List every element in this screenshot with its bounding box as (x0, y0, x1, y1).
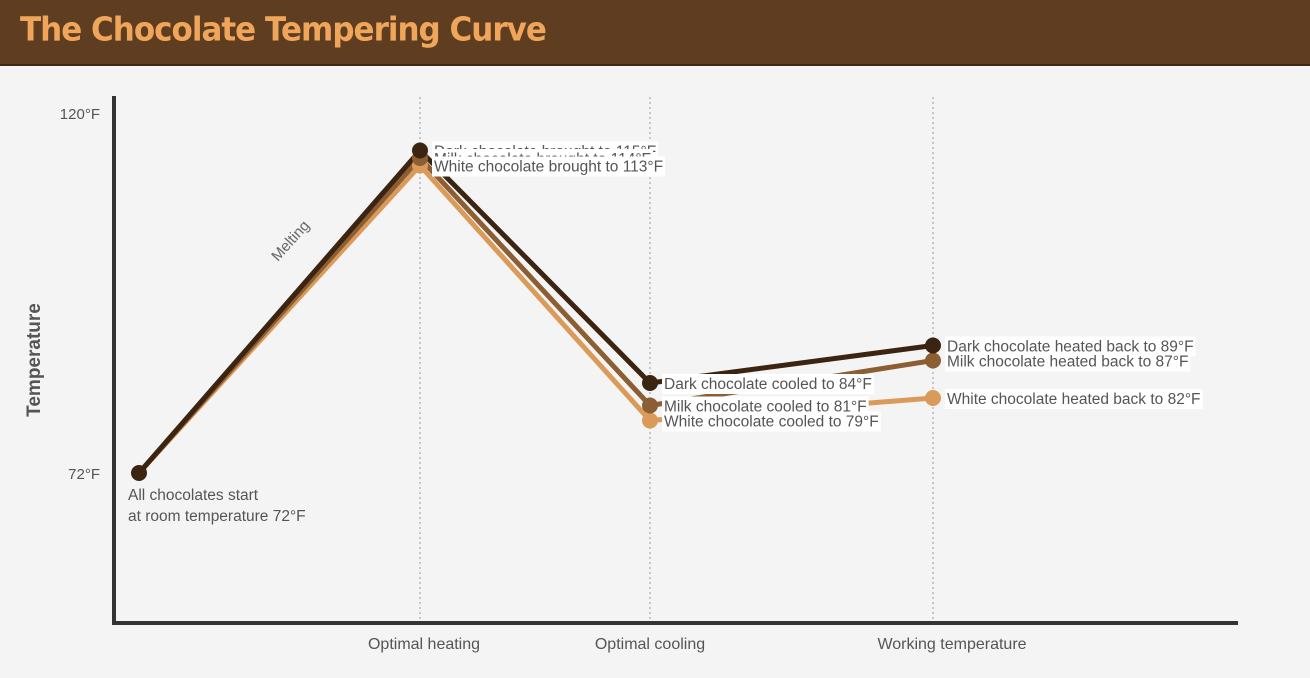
data-label-bg (945, 351, 1191, 372)
series-line (136, 148, 936, 476)
data-point (642, 397, 658, 414)
y-tick-label: 72°F (68, 466, 100, 483)
data-point (642, 375, 658, 391)
data-label: Milk chocolate cooled to 81°F (664, 399, 867, 416)
data-point (131, 465, 147, 481)
start-annotation-line2: at room temperature 72°F (128, 508, 306, 525)
start-annotation-line1: All chocolates start (128, 487, 259, 504)
x-tick-labels: Optimal heating Optimal cooling Working te… (368, 636, 1027, 653)
y-tick-label: 120°F (60, 106, 100, 123)
page-title: The Chocolate Tempering Curve (20, 11, 547, 49)
x-tick-label: Working temperature (877, 636, 1026, 653)
data-label-bg (662, 374, 874, 394)
y-axis-label: Temperature (24, 303, 45, 417)
data-label: Dark chocolate heated back to 89°F (947, 339, 1194, 356)
x-tick-label: Optimal cooling (595, 636, 705, 653)
data-label: Dark chocolate cooled to 84°F (664, 376, 872, 393)
data-label: White chocolate cooled to 79°F (664, 414, 879, 431)
data-point (925, 352, 941, 369)
data-label-bg (432, 156, 666, 177)
data-label: Milk chocolate heated back to 87°F (947, 354, 1188, 371)
data-point (412, 142, 428, 159)
y-tick-labels: 120°F 72°F (60, 106, 100, 483)
x-tick-label: Optimal heating (368, 636, 480, 653)
data-point (925, 337, 941, 354)
data-point (925, 390, 941, 406)
data-label: White chocolate heated back to 82°F (947, 391, 1201, 408)
data-label: White chocolate brought to 113°F (434, 159, 663, 176)
melting-annotation: Melting (268, 217, 313, 264)
header-bar: The Chocolate Tempering Curve (0, 0, 1310, 66)
data-label-bg (945, 389, 1203, 409)
data-point (642, 412, 658, 429)
data-label-bg (662, 411, 881, 432)
